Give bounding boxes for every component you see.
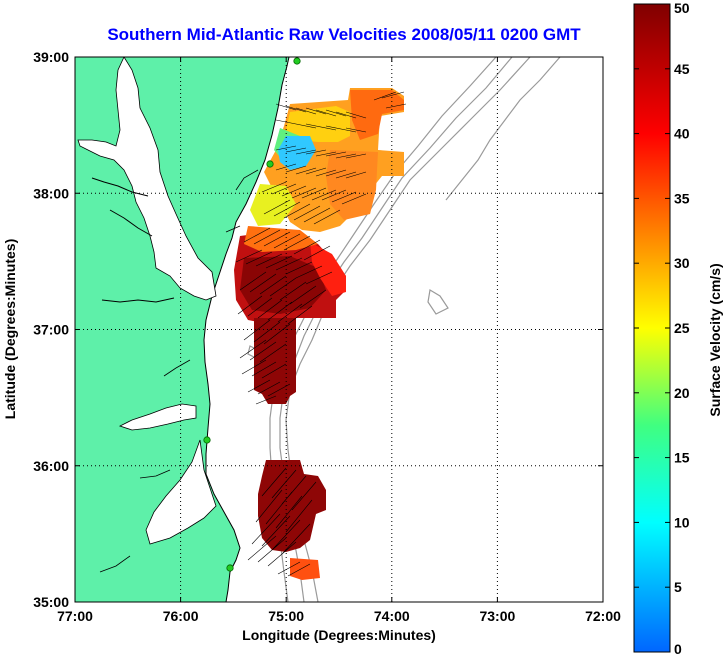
grid [75,57,603,602]
james-river [101,297,175,303]
velocity-cell-coastal-yellow [250,184,296,226]
x-tick-label: 77:00 [57,608,93,624]
potomac-river [91,177,149,197]
pamlico-sound [145,439,217,545]
y-tick-label: 37:00 [33,322,69,338]
velocity-cell-northern-fast [350,90,404,140]
colorbar-tick-label: 0 [674,641,682,657]
colorbar-gradient [633,3,671,653]
radar-site-marker [293,57,301,65]
velocity-cell-coastal-cyan [278,136,316,170]
chesapeake-bay [77,57,217,301]
y-tick-label: 38:00 [33,185,69,201]
velocity-cell-central-dark [240,256,326,314]
chart-title: Southern Mid-Atlantic Raw Velocities 200… [107,25,581,44]
x-tick-label: 73:00 [479,608,515,624]
coastal-inlets [99,169,259,573]
colorbar-tick-label: 40 [674,126,690,142]
velocity-cell-central-red [310,242,346,296]
x-tick-label: 74:00 [374,608,410,624]
colorbar-tick-label: 5 [674,579,682,595]
x-tick-label: 75:00 [268,608,304,624]
albemarle-sound [118,403,197,431]
x-tick-label: 72:00 [585,608,621,624]
colorbar-tick-label: 15 [674,450,690,466]
velocity-cell-northern-yellow [286,106,350,142]
colorbar-tick-label: 50 [674,0,690,16]
colorbar-label: Surface Velocity (cm/s) [707,263,723,416]
x-axis-label: Longitude (Degrees:Minutes) [242,627,436,643]
y-tick-label: 39:00 [33,49,69,65]
velocity-cells [234,88,404,580]
colorbar-tick-label: 45 [674,61,690,77]
radar-sites [203,57,301,572]
velocity-vectors [235,91,407,577]
colorbar: 0 5 10 15 20 25 30 35 40 45 50 Surface Velocity (c… [633,0,723,657]
rappahannock-river [109,209,153,237]
y-axis-label: Latitude (Degrees:Minutes) [2,239,18,419]
y-axis: 39:00 38:00 37:00 36:00 35:00 [33,49,603,610]
radar-site-marker [226,564,234,572]
velocity-cell-central-orange [244,226,318,252]
colorbar-tick-label: 10 [674,514,690,530]
velocity-cell-northern-orange [326,150,378,220]
colorbar-tick-label: 30 [674,255,690,271]
y-tick-label: 35:00 [33,594,69,610]
x-axis: 77:00 76:00 75:00 74:00 73:00 72:00 [57,57,621,624]
velocity-cell-hatteras-south [290,558,320,580]
radar-site-marker [203,436,211,444]
colorbar-ticks: 0 5 10 15 20 25 30 35 40 45 50 [634,0,690,657]
velocity-cell-southern-inner [254,318,296,404]
colorbar-tick-label: 25 [674,320,690,336]
plot-area [74,56,604,603]
radar-site-marker [266,160,274,168]
colorbar-tick-label: 35 [674,190,690,206]
x-tick-label: 76:00 [163,608,199,624]
y-tick-label: 36:00 [33,458,69,474]
colorbar-tick-label: 20 [674,385,690,401]
velocity-cell-hatteras [258,460,326,552]
